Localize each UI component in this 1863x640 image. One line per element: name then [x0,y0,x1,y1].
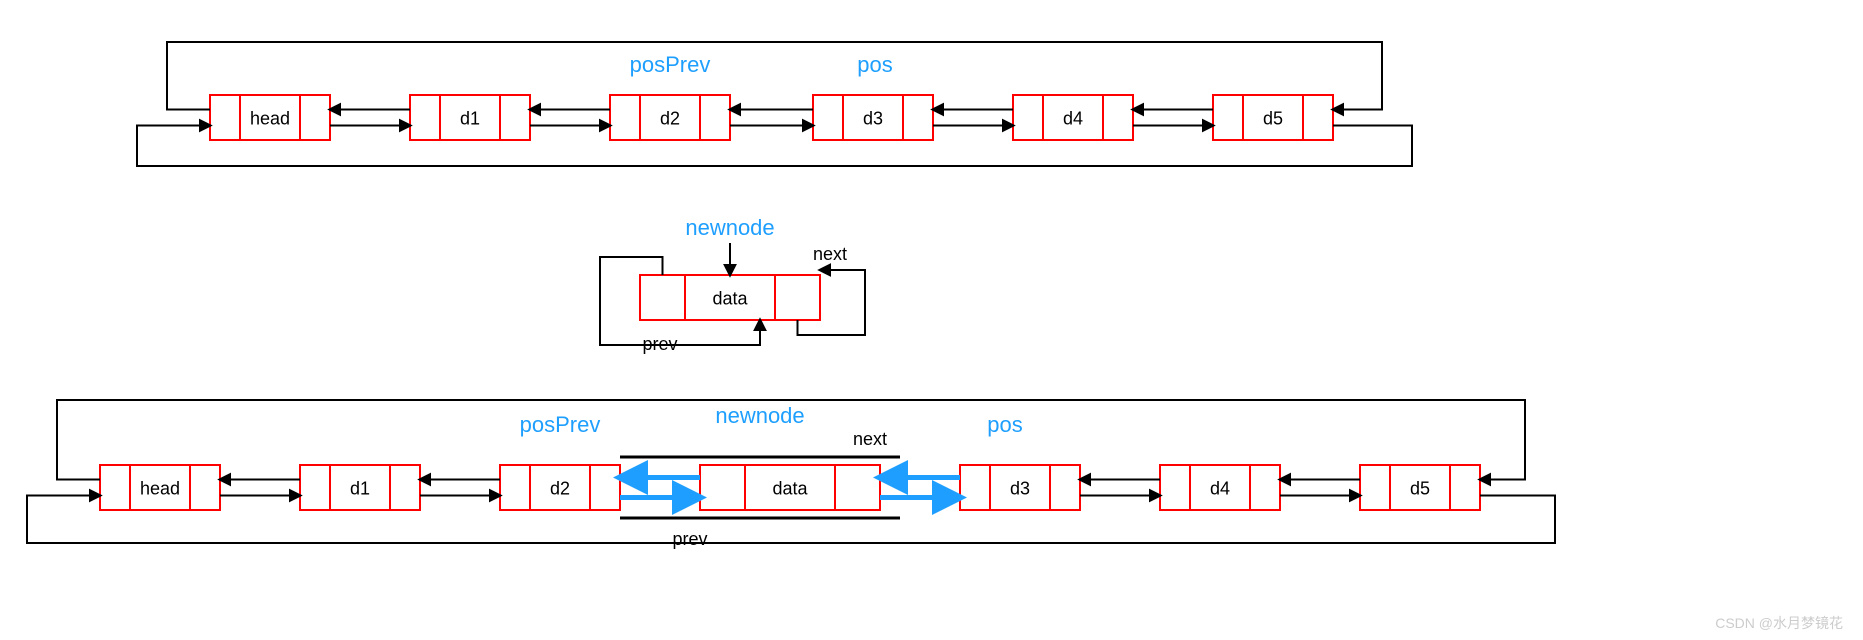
node: d2 [610,95,730,140]
pointer-label: pos [857,52,892,77]
pointer-label: posPrev [520,412,601,437]
pointer-label: posPrev [630,52,711,77]
svg-text:d1: d1 [460,108,480,128]
svg-text:data: data [712,288,748,308]
diagram-svg: head d1 d2 d3 d4 d5 posPrev pos data newnode prev n… [0,0,1863,640]
svg-text:d5: d5 [1410,478,1430,498]
newnode-label: newnode [685,215,774,240]
node: d5 [1213,95,1333,140]
svg-text:d2: d2 [550,478,570,498]
node: d1 [410,95,530,140]
node: head [210,95,330,140]
node: data [640,275,820,320]
svg-text:d3: d3 [863,108,883,128]
pointer-label: prev [672,529,707,549]
node: d3 [813,95,933,140]
pointer-label: next [853,429,887,449]
node: d2 [500,465,620,510]
node: d1 [300,465,420,510]
svg-text:d1: d1 [350,478,370,498]
node: data [700,465,880,510]
pointer-label: pos [987,412,1022,437]
svg-text:data: data [772,478,808,498]
pointer-label: newnode [715,403,804,428]
watermark: CSDN @水月梦镜花 [1715,615,1843,631]
svg-text:head: head [140,478,180,498]
node: d4 [1013,95,1133,140]
node: d4 [1160,465,1280,510]
svg-text:head: head [250,108,290,128]
node: d5 [1360,465,1480,510]
svg-text:d5: d5 [1263,108,1283,128]
node: d3 [960,465,1080,510]
svg-text:d2: d2 [660,108,680,128]
next-label: next [813,244,847,264]
svg-text:d4: d4 [1210,478,1230,498]
svg-text:d4: d4 [1063,108,1083,128]
svg-text:d3: d3 [1010,478,1030,498]
node: head [100,465,220,510]
